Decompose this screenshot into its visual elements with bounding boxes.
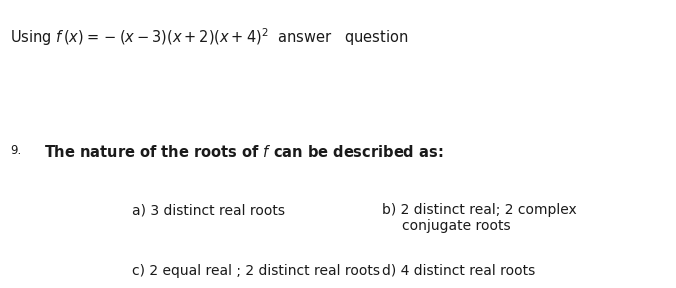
Text: conjugate roots: conjugate roots [402,219,511,233]
Text: 9.: 9. [10,144,22,157]
Text: a) 3 distinct real roots: a) 3 distinct real roots [132,203,285,217]
Text: c) 2 equal real ; 2 distinct real roots: c) 2 equal real ; 2 distinct real roots [132,264,380,278]
Text: The nature of the roots of $f$ can be described as:: The nature of the roots of $f$ can be de… [44,144,443,160]
Text: Using $f\,(x) = -(x-3)(x+2)(x+4)^2$  answer   question: Using $f\,(x) = -(x-3)(x+2)(x+4)^2$ answ… [10,26,408,48]
Text: d) 4 distinct real roots: d) 4 distinct real roots [382,264,535,278]
Text: b) 2 distinct real; 2 complex: b) 2 distinct real; 2 complex [382,203,577,217]
